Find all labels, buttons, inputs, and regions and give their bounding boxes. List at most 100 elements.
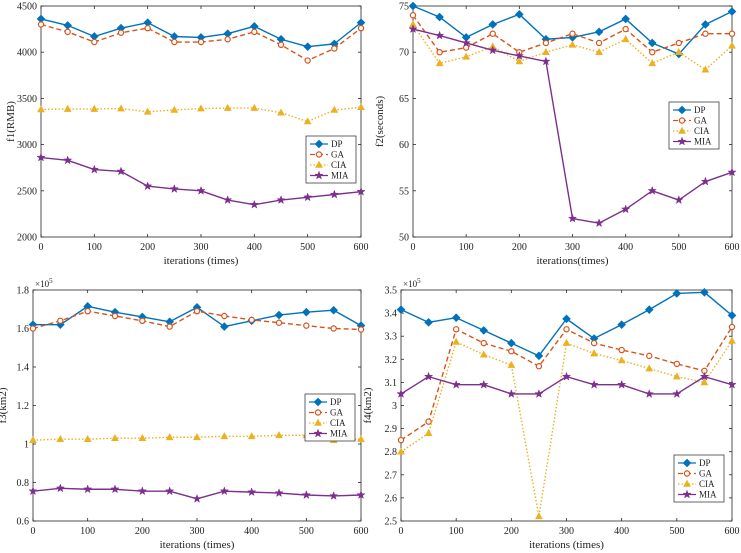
x-axis-label: iterations (times) <box>164 255 239 267</box>
data-point-dp <box>562 314 571 324</box>
y-axis-label: f4(km2) <box>362 387 374 423</box>
x-tick-label: 300 <box>194 242 209 253</box>
data-point-ga <box>224 36 231 43</box>
data-point-mia <box>276 195 286 205</box>
data-point-cia <box>595 47 603 55</box>
data-point-cia <box>435 59 444 67</box>
y-tick-label: 55 <box>399 186 409 197</box>
y-tick-label: 0.6 <box>17 517 30 528</box>
data-point-mia <box>488 45 498 55</box>
series-cia <box>409 20 736 73</box>
data-point-mia <box>461 38 471 47</box>
y-tick-label: 1.4 <box>17 363 30 374</box>
x-tick-label: 600 <box>354 526 369 537</box>
data-point-cia <box>250 103 259 111</box>
chart-panel-2: 0 100 200 300 400 500 600 50 55 60 65 70 75 iteration… <box>374 2 740 268</box>
data-point-cia <box>728 41 736 49</box>
y-tick-label: 0.8 <box>17 478 30 489</box>
data-point-cia <box>462 52 471 60</box>
data-point-cia <box>138 433 147 442</box>
data-point-cia <box>83 434 92 442</box>
legend-marker-ga <box>315 151 323 158</box>
data-point-cia <box>674 47 683 55</box>
legend-marker-mia <box>677 136 687 146</box>
data-point-cia <box>197 104 205 112</box>
x-tick-label: 100 <box>87 242 102 253</box>
y-tick-label: 65 <box>399 94 409 105</box>
data-point-mia <box>506 389 517 398</box>
legend-label: GA <box>699 469 712 479</box>
x-tick-label: 200 <box>504 526 519 537</box>
data-point-ga <box>193 307 201 315</box>
data-point-ga <box>197 38 205 46</box>
y-tick-label: 4500 <box>17 2 37 13</box>
data-point-ga <box>595 39 603 47</box>
data-point-dp <box>621 14 630 24</box>
y-tick-label: 2.8 <box>385 447 398 458</box>
data-point-cia <box>277 108 285 116</box>
x-tick-label: 0 <box>31 526 36 537</box>
data-point-mia <box>192 493 202 503</box>
data-point-cia <box>397 447 405 455</box>
data-point-mia <box>647 185 657 195</box>
chart-panel-4: 0 100 200 300 400 500 600 2.5 2.6 2.7 2.8 2.9 3 3.1 3.… <box>362 277 740 551</box>
series-ga <box>37 21 365 64</box>
data-point-ga <box>649 49 656 56</box>
x-tick-label: 300 <box>559 526 574 537</box>
legend-label: DP <box>330 397 342 407</box>
series-mia <box>36 152 366 209</box>
data-point-dp <box>594 27 604 37</box>
y-tick-label: 3000 <box>17 140 37 151</box>
legend-marker-cia <box>678 126 686 134</box>
data-point-cia <box>701 65 710 73</box>
data-point-cia <box>672 372 681 380</box>
data-point-ga <box>409 12 417 19</box>
y-tick-label: 2000 <box>17 233 37 244</box>
data-point-mia <box>396 389 406 398</box>
data-point-mia <box>164 486 175 496</box>
data-point-mia <box>408 24 418 34</box>
x-tick-label: 600 <box>725 242 740 253</box>
data-point-cia <box>63 104 72 112</box>
data-point-mia <box>672 389 682 398</box>
data-point-cia <box>700 378 709 386</box>
legend-label: MIA <box>331 171 349 181</box>
legend-label: CIA <box>699 479 715 489</box>
legend-marker-ga <box>683 470 691 477</box>
data-point-ga <box>646 352 653 360</box>
data-point-ga <box>618 346 625 354</box>
data-point-cia <box>568 40 577 48</box>
data-point-cia <box>621 35 630 43</box>
data-point-ga <box>563 326 570 333</box>
data-point-dp <box>507 338 516 348</box>
data-point-mia <box>356 490 366 500</box>
x-tick-label: 300 <box>190 526 205 537</box>
data-point-dp <box>303 42 312 51</box>
data-point-cia <box>507 360 516 368</box>
data-point-mia <box>249 199 260 209</box>
legend-label: DP <box>699 458 711 468</box>
data-point-mia <box>620 204 631 214</box>
x-tick-label: 500 <box>299 526 314 537</box>
data-point-mia <box>561 371 572 381</box>
data-point-dp <box>701 20 710 29</box>
data-point-dp <box>700 288 709 297</box>
y-axis-label: f3(km2) <box>0 387 9 423</box>
data-point-ga <box>702 30 709 37</box>
data-point-mia <box>169 183 180 193</box>
data-point-mia <box>62 155 73 165</box>
data-point-mia <box>594 218 604 228</box>
legend-label: MIA <box>330 429 348 439</box>
legend-label: GA <box>331 150 344 160</box>
data-point-ga <box>425 418 432 425</box>
data-point-ga <box>728 323 736 331</box>
data-point-ga <box>675 39 683 47</box>
data-point-ga <box>480 339 487 347</box>
axis-multiplier: ×105 <box>403 277 421 289</box>
x-tick-label: 200 <box>140 242 155 253</box>
data-point-mia <box>137 486 148 496</box>
data-point-dp <box>672 289 682 298</box>
legend-label: CIA <box>694 126 710 136</box>
data-point-mia <box>727 167 737 177</box>
